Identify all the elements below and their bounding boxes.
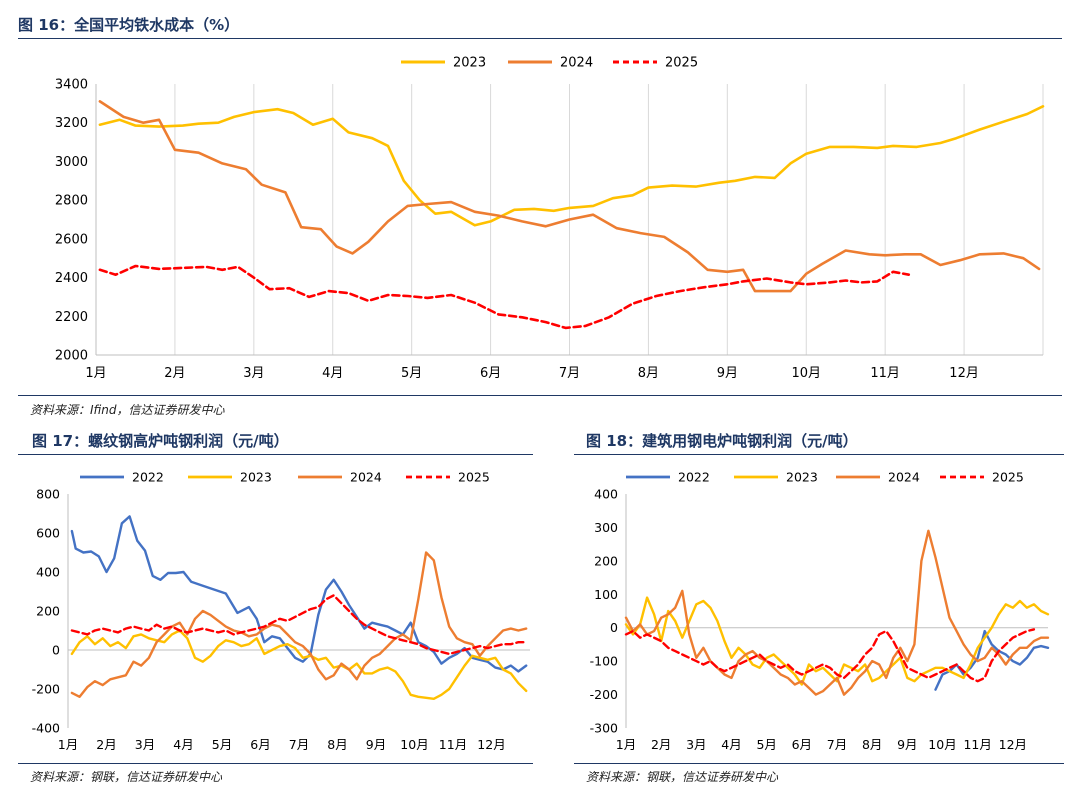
- series-line-2023: [98, 104, 1045, 227]
- fig16-bottom-rule: [18, 395, 1062, 396]
- series-line-2025: [98, 264, 911, 330]
- y-tick-label: 100: [594, 587, 618, 602]
- x-tick-label: 10月: [928, 737, 956, 752]
- series-line-2025: [70, 594, 528, 656]
- x-tick-label: 6月: [250, 737, 270, 752]
- fig18-title: 图 18：建筑用钢电炉吨钢利润（元/吨）: [586, 432, 858, 450]
- x-tick-label: 1月: [616, 737, 636, 752]
- x-tick-label: 4月: [721, 737, 741, 752]
- legend-label-2022: 2022: [132, 470, 164, 485]
- legend-label-2022: 2022: [678, 470, 710, 485]
- x-tick-label: 3月: [686, 737, 706, 752]
- x-tick-label: 4月: [173, 737, 193, 752]
- fig17-bottom-rule: [18, 763, 533, 764]
- y-tick-label: 0: [52, 643, 60, 658]
- fig18-title-rule: [574, 454, 1064, 455]
- fig16-title-rule: [18, 38, 1062, 39]
- y-tick-label: -100: [590, 654, 618, 669]
- fig17-source: 资料来源：钢联，信达证券研发中心: [30, 770, 223, 784]
- x-tick-label: 12月: [949, 366, 979, 381]
- x-tick-label: 12月: [477, 737, 505, 752]
- x-tick-label: 8月: [327, 737, 347, 752]
- legend-label-2024: 2024: [888, 470, 920, 485]
- legend-label-2025: 2025: [458, 470, 490, 485]
- series-line-2024: [98, 100, 1041, 293]
- x-tick-label: 9月: [897, 737, 917, 752]
- legend-label-2025: 2025: [992, 470, 1024, 485]
- fig17-chart: -400 -200 0 200 400 600 800 1月 2月 3月 4月 5月 6月 7月 8月 9月 1…: [32, 470, 530, 752]
- x-tick-label: 10月: [400, 737, 428, 752]
- legend-label-2023: 2023: [786, 470, 818, 485]
- x-tick-label: 11月: [870, 366, 900, 381]
- x-tick-label: 2月: [96, 737, 116, 752]
- y-tick-label: -200: [590, 687, 618, 702]
- x-tick-label: 11月: [439, 737, 467, 752]
- fig16-chart: 2000 2200 2400 2600 2800 3000 3200 3400 1月 2月 3月 4月…: [55, 56, 1045, 381]
- fig18-source: 资料来源：钢联，信达证券研发中心: [586, 770, 779, 784]
- fig17-title-rule: [18, 454, 533, 455]
- y-tick-label: 2000: [55, 349, 88, 364]
- x-tick-label: 6月: [480, 366, 501, 381]
- y-tick-label: 0: [610, 620, 618, 635]
- series-line-2022: [70, 515, 528, 673]
- x-tick-label: 8月: [638, 366, 659, 381]
- y-tick-label: 3000: [55, 155, 88, 170]
- legend-label-2023: 2023: [453, 56, 486, 71]
- y-tick-label: 3200: [55, 116, 88, 131]
- y-tick-label: 2400: [55, 271, 88, 286]
- x-tick-label: 6月: [792, 737, 812, 752]
- x-tick-label: 3月: [243, 366, 264, 381]
- legend-label-2023: 2023: [240, 470, 272, 485]
- x-tick-label: 2月: [164, 366, 185, 381]
- legend-label-2025: 2025: [665, 56, 698, 71]
- y-tick-label: 200: [594, 553, 618, 568]
- fig18-chart: -300 -200 -100 0 100 200 300 400 1月 2月 3月 4月 5月 6月 7月 8…: [590, 470, 1050, 752]
- x-tick-label: 4月: [322, 366, 343, 381]
- x-tick-label: 9月: [366, 737, 386, 752]
- y-tick-label: 300: [594, 520, 618, 535]
- x-tick-label: 7月: [559, 366, 580, 381]
- fig18-bottom-rule: [574, 763, 1064, 764]
- y-tick-label: 600: [36, 526, 60, 541]
- legend-label-2024: 2024: [350, 470, 382, 485]
- y-tick-label: 800: [36, 487, 60, 502]
- y-tick-label: -300: [590, 721, 618, 736]
- y-tick-label: 2200: [55, 310, 88, 325]
- x-tick-label: 5月: [756, 737, 776, 752]
- legend-label-2024: 2024: [560, 56, 593, 71]
- x-tick-label: 7月: [289, 737, 309, 752]
- series-line-2024: [624, 529, 1050, 696]
- series-line-2025: [624, 628, 1036, 683]
- x-tick-label: 2月: [651, 737, 671, 752]
- y-tick-label: -400: [32, 721, 60, 736]
- y-tick-label: 400: [36, 565, 60, 580]
- y-tick-label: -200: [32, 682, 60, 697]
- series-line-2023: [70, 629, 528, 701]
- fig16-source: 资料来源：Ifind，信达证券研发中心: [30, 403, 225, 417]
- x-tick-label: 5月: [212, 737, 232, 752]
- x-tick-label: 7月: [827, 737, 847, 752]
- x-tick-label: 1月: [58, 737, 78, 752]
- x-tick-label: 11月: [963, 737, 991, 752]
- x-tick-label: 1月: [85, 366, 106, 381]
- x-tick-label: 12月: [999, 737, 1027, 752]
- y-tick-label: 2800: [55, 194, 88, 209]
- y-tick-label: 200: [36, 604, 60, 619]
- x-tick-label: 10月: [791, 366, 821, 381]
- y-tick-label: 400: [594, 487, 618, 502]
- fig17-title: 图 17：螺纹钢高炉吨钢利润（元/吨）: [32, 432, 289, 450]
- y-tick-label: 2600: [55, 232, 88, 247]
- series-line-2023: [624, 596, 1050, 686]
- x-tick-label: 9月: [717, 366, 738, 381]
- y-tick-label: 3400: [55, 78, 88, 93]
- fig16-title: 图 16：全国平均铁水成本（%）: [18, 16, 240, 34]
- x-tick-label: 8月: [862, 737, 882, 752]
- x-tick-label: 5月: [401, 366, 422, 381]
- series-line-2024: [70, 551, 528, 699]
- x-tick-label: 3月: [135, 737, 155, 752]
